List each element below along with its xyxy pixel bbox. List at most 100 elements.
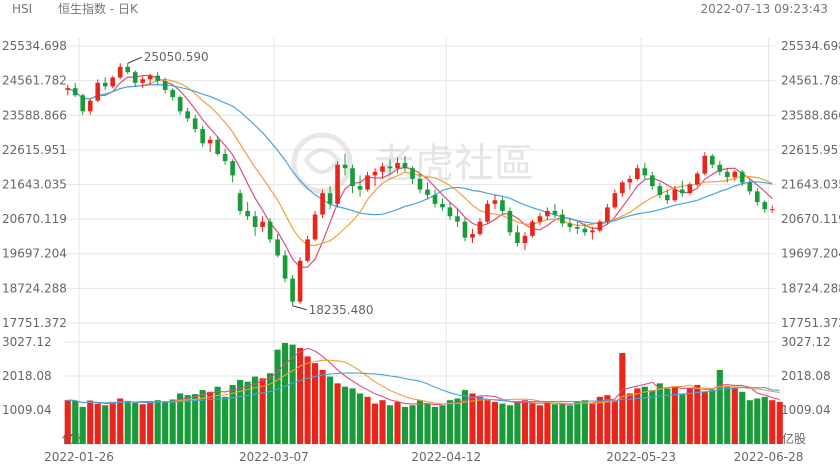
index-name-label: 恒生指数 - 日K: [58, 1, 139, 16]
volume-bar: [754, 398, 761, 444]
candle-body: [117, 66, 123, 78]
candle-body: [110, 77, 116, 87]
candle-body: [447, 207, 453, 217]
candle-body: [162, 81, 168, 90]
volume-bar: [769, 400, 776, 444]
volume-bar: [297, 347, 304, 444]
volume-bar: [229, 385, 236, 444]
volume-bar: [184, 395, 191, 444]
volume-bar: [72, 400, 79, 444]
candle-body: [192, 118, 198, 130]
candle-body: [95, 82, 101, 101]
volume-bar: [619, 353, 626, 444]
candle-body: [327, 193, 333, 204]
price-tick-left: 22615.951: [2, 143, 67, 157]
candle-body: [387, 166, 393, 169]
candle-body: [507, 210, 513, 233]
candle-body: [620, 182, 625, 194]
volume-bar: [476, 396, 484, 444]
volume-tick-right: 1009.04: [781, 403, 831, 417]
candle-body: [530, 221, 535, 236]
price-tick-left: 23588.866: [2, 108, 67, 122]
candle-body: [739, 171, 745, 183]
date-tick: 2022-04-12: [411, 450, 481, 464]
volume-bar: [701, 391, 708, 444]
volume-bar: [431, 406, 439, 444]
volume-bar: [371, 403, 379, 444]
volume-bar: [761, 396, 768, 444]
candle-body: [185, 111, 190, 119]
volume-bar: [274, 349, 281, 444]
volume-bar: [611, 400, 618, 444]
volume-bar: [356, 393, 364, 444]
candle-body: [747, 182, 753, 192]
volume-bar: [312, 363, 319, 444]
watermark: 老虎社區: [291, 132, 534, 194]
volume-bar: [267, 373, 274, 444]
candle-body: [282, 255, 288, 279]
volume-bar: [222, 396, 229, 444]
date-tick: 2022-06-28: [734, 450, 804, 464]
candle-body: [665, 194, 670, 201]
candle-body: [380, 166, 385, 172]
volume-bar: [259, 378, 266, 444]
annotation-leader: [292, 305, 307, 311]
candle-body: [207, 139, 213, 144]
date-tick: 2022-01-26: [44, 450, 114, 464]
price-tick-right: 22615.951: [781, 143, 840, 157]
volume-bar: [409, 405, 416, 444]
candle-body: [275, 239, 280, 256]
volume-bar: [282, 342, 289, 444]
volume-bar: [154, 400, 161, 444]
candle-body: [140, 79, 146, 83]
candle-body: [635, 168, 640, 179]
candle-body: [724, 171, 730, 178]
volume-bar: [656, 383, 663, 444]
volume-tick-right: 3027.12: [781, 335, 831, 349]
volume-bar: [454, 398, 461, 444]
candle-body: [72, 88, 78, 96]
volume-bar: [574, 401, 581, 444]
candle-body: [170, 89, 175, 98]
candle-body: [492, 200, 498, 204]
volume-ma5-line: [67, 347, 780, 406]
candle-body: [215, 139, 220, 155]
volume-bar: [319, 369, 326, 444]
candle-body: [672, 189, 678, 201]
volume-bar: [626, 393, 633, 444]
date-tick: 2022-05-23: [606, 450, 676, 464]
candle-body: [687, 184, 693, 194]
candle-body: [260, 221, 265, 227]
price-tick-right: 17751.372: [781, 316, 840, 330]
price-tick-left: 20670.119: [2, 212, 67, 226]
volume-bar: [671, 386, 678, 444]
volume-bar: [731, 388, 738, 444]
candle-body: [762, 202, 768, 210]
volume-bar: [694, 385, 701, 444]
volume-bar: [514, 401, 521, 444]
candle-body: [290, 278, 295, 302]
price-tick-right: 21643.035: [781, 178, 840, 192]
volume-bar: [484, 400, 491, 444]
price-axis-labels: 25534.698 25534.698 24561.782 24561.782 2358…: [2, 39, 840, 330]
candle-body: [222, 154, 228, 162]
volume-bar: [64, 400, 71, 444]
candle-body: [597, 221, 603, 231]
candle-body: [455, 216, 460, 222]
candle-body: [500, 200, 505, 211]
timestamp-label: 2022-07-13 09:23:43: [701, 2, 828, 16]
annotation-leader: [127, 56, 142, 64]
candle-body: [395, 162, 400, 169]
volume-bar: [109, 401, 116, 444]
candle-body: [65, 88, 71, 90]
volume-bar: [664, 388, 671, 444]
candle-body: [342, 164, 348, 169]
price-tick-left: 24561.782: [2, 74, 67, 88]
symbol-label: HSI: [12, 2, 32, 16]
low-annotation-label: 18235.480: [309, 303, 374, 317]
candle-body: [87, 100, 93, 112]
volume-bar: [709, 390, 716, 444]
date-tick: 2022-03-07: [239, 450, 309, 464]
price-tick-right: 20670.119: [781, 212, 840, 226]
